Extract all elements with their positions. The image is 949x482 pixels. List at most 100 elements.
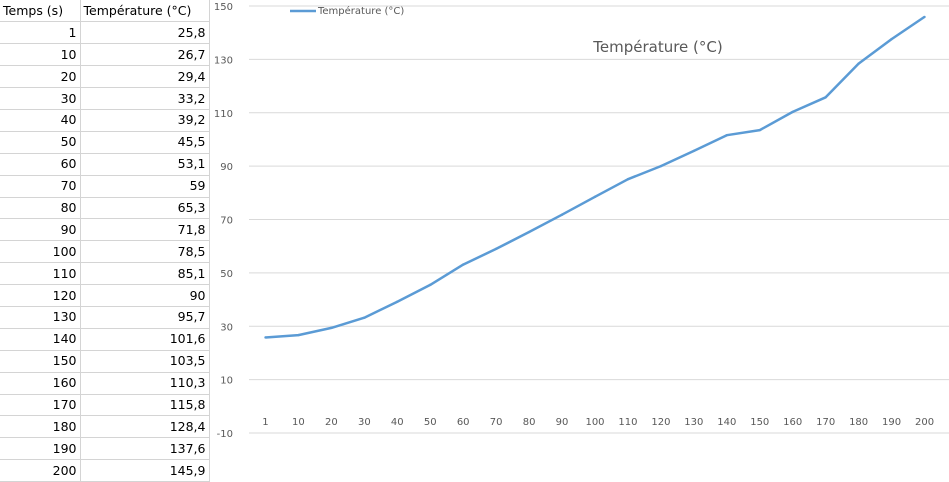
- cell-time[interactable]: 50: [0, 131, 81, 154]
- table-row: 60 53,1: [0, 153, 210, 176]
- table-row: 180 128,4: [0, 415, 210, 439]
- data-point[interactable]: [791, 110, 794, 114]
- x-tick-label: 120: [651, 417, 670, 428]
- data-point[interactable]: [363, 316, 366, 319]
- cell-time[interactable]: 170: [0, 394, 81, 417]
- cell-temperature[interactable]: 53,1: [80, 153, 210, 176]
- cell-time[interactable]: 80: [0, 197, 81, 220]
- table-row: 170 115,8: [0, 394, 210, 417]
- table-header-row: Temps (s) Température (°C): [0, 0, 210, 23]
- table-row: 150 103,5: [0, 350, 210, 373]
- x-tick-label: 110: [618, 417, 637, 428]
- cell-temperature[interactable]: 65,3: [80, 197, 210, 220]
- data-point[interactable]: [659, 164, 663, 168]
- x-tick-label: 1: [262, 417, 268, 428]
- cell-temperature[interactable]: 85,1: [80, 262, 210, 286]
- data-point[interactable]: [429, 283, 432, 287]
- table-row: 20 29,4: [0, 65, 210, 89]
- x-tick-label: 150: [750, 417, 769, 428]
- data-point[interactable]: [527, 230, 531, 234]
- data-point[interactable]: [923, 15, 926, 19]
- cell-temperature[interactable]: 110,3: [80, 372, 210, 395]
- y-tick-label: 10: [220, 376, 233, 387]
- cell-temperature[interactable]: 90: [80, 284, 210, 307]
- x-tick-label: 130: [684, 417, 703, 428]
- cell-time[interactable]: 160: [0, 372, 81, 395]
- y-tick-label: 110: [214, 109, 233, 120]
- x-tick-label: 60: [457, 417, 470, 428]
- cell-temperature[interactable]: 59: [80, 175, 210, 198]
- data-point[interactable]: [264, 336, 267, 339]
- cell-time[interactable]: 20: [0, 65, 81, 89]
- cell-time[interactable]: 100: [0, 240, 81, 264]
- x-tick-label: 10: [292, 417, 305, 428]
- cell-temperature[interactable]: 103,5: [80, 350, 210, 373]
- data-point[interactable]: [857, 62, 860, 65]
- cell-temperature[interactable]: 45,5: [80, 131, 210, 154]
- cell-temperature[interactable]: 25,8: [80, 21, 210, 45]
- table-row: 50 45,5: [0, 131, 210, 154]
- cell-time[interactable]: 110: [0, 262, 81, 286]
- data-point[interactable]: [297, 333, 300, 337]
- chart-title: Température (°C): [592, 38, 722, 56]
- y-tick-label: 130: [214, 55, 233, 66]
- cell-temperature[interactable]: 115,8: [80, 394, 210, 417]
- data-point[interactable]: [461, 263, 465, 266]
- data-point[interactable]: [692, 149, 696, 153]
- header-temperature[interactable]: Température (°C): [80, 0, 210, 23]
- y-tick-label: 90: [220, 162, 233, 173]
- y-tick-label: -10: [217, 429, 233, 438]
- x-tick-label: 170: [816, 417, 835, 428]
- data-point[interactable]: [824, 96, 827, 99]
- cell-time[interactable]: 30: [0, 87, 81, 110]
- cell-temperature[interactable]: 145,9: [80, 459, 210, 482]
- data-point[interactable]: [626, 178, 630, 181]
- cell-time[interactable]: 60: [0, 153, 81, 176]
- cell-time[interactable]: 180: [0, 415, 81, 439]
- header-temps[interactable]: Temps (s): [0, 0, 81, 23]
- cell-time[interactable]: 190: [0, 437, 81, 461]
- cell-temperature[interactable]: 39,2: [80, 109, 210, 132]
- cell-time[interactable]: 10: [0, 43, 81, 67]
- data-point[interactable]: [330, 326, 333, 330]
- cell-time[interactable]: 140: [0, 328, 81, 351]
- table-row: 140 101,6: [0, 328, 210, 351]
- cell-temperature[interactable]: 33,2: [80, 87, 210, 110]
- cell-time[interactable]: 150: [0, 350, 81, 373]
- cell-temperature[interactable]: 137,6: [80, 437, 210, 461]
- cell-temperature[interactable]: 26,7: [80, 43, 210, 67]
- cell-time[interactable]: 70: [0, 175, 81, 198]
- data-point[interactable]: [890, 37, 893, 41]
- x-tick-label: 140: [717, 417, 736, 428]
- data-point[interactable]: [593, 195, 597, 199]
- x-tick-label: 30: [358, 417, 371, 428]
- cell-time[interactable]: 200: [0, 459, 81, 482]
- table-row: 30 33,2: [0, 87, 210, 110]
- data-point[interactable]: [396, 300, 399, 303]
- x-tick-label: 90: [556, 417, 569, 428]
- table-row: 200 145,9: [0, 459, 210, 482]
- cell-time[interactable]: 120: [0, 284, 81, 307]
- cell-time[interactable]: 130: [0, 306, 81, 329]
- cell-time[interactable]: 1: [0, 21, 81, 45]
- cell-time[interactable]: 40: [0, 109, 81, 132]
- data-point[interactable]: [758, 128, 761, 132]
- data-point[interactable]: [494, 247, 498, 251]
- cell-time[interactable]: 90: [0, 218, 81, 242]
- y-tick-label: 30: [220, 322, 233, 333]
- data-point[interactable]: [725, 133, 729, 137]
- cell-temperature[interactable]: 101,6: [80, 328, 210, 351]
- cell-temperature[interactable]: 78,5: [80, 240, 210, 264]
- table-row: 10 26,7: [0, 43, 210, 67]
- cell-temperature[interactable]: 95,7: [80, 306, 210, 329]
- x-tick-label: 160: [783, 417, 802, 428]
- cell-temperature[interactable]: 71,8: [80, 218, 210, 242]
- cell-temperature[interactable]: 29,4: [80, 65, 210, 89]
- cell-temperature[interactable]: 128,4: [80, 415, 210, 439]
- data-point[interactable]: [560, 213, 564, 216]
- x-tick-label: 40: [391, 417, 404, 428]
- x-tick-label: 180: [849, 417, 868, 428]
- series-line[interactable]: [265, 15, 926, 339]
- chart-area[interactable]: -10 10 30 50 70 90 110 130 150 1 10 20 30 40 50 60 70 80…: [211, 0, 949, 438]
- table-row: 110 85,1: [0, 262, 210, 286]
